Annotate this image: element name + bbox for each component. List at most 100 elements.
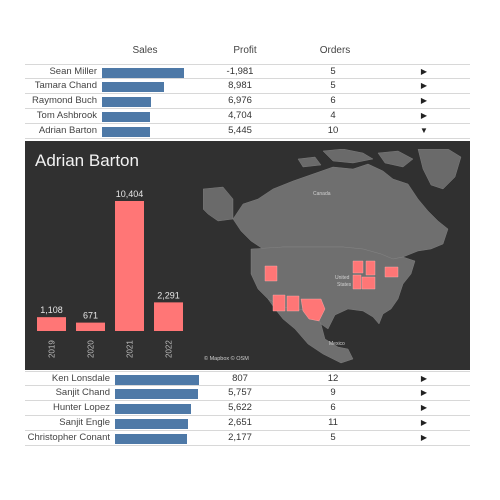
profit-value: 4,704 — [228, 110, 252, 121]
detail-title: Adrian Barton — [35, 151, 139, 170]
orders-value: 4 — [330, 110, 336, 121]
state-michigan[interactable] — [365, 260, 376, 276]
expand-icon[interactable]: ▶ — [420, 111, 428, 120]
map-label-mexico: Mexico — [329, 341, 345, 347]
highlighted-states — [264, 260, 399, 322]
orders-value: 10 — [327, 125, 339, 136]
year-tick-label: 2020 — [87, 340, 96, 358]
profit-value: -1,981 — [226, 66, 254, 77]
customer-detail-panel: Adrian Barton 1,108 2019 671 2020 10,404 2021… — [25, 141, 470, 370]
orders-value: 5 — [330, 66, 336, 77]
map-arctic-islands — [297, 149, 414, 168]
sales-bar[interactable] — [102, 112, 151, 122]
orders-value: 5 — [330, 432, 336, 443]
table-row[interactable]: Tom Ashbrook 4,704 4 ▶ — [25, 109, 470, 124]
state-new-york[interactable] — [384, 266, 399, 278]
sales-bar[interactable] — [102, 68, 184, 78]
year-tick-label: 2022 — [165, 340, 174, 358]
bar-2021[interactable] — [115, 201, 144, 331]
customer-name: Sanjit Engle — [59, 417, 110, 428]
bar-value-label: 671 — [83, 311, 98, 321]
customer-name: Sanjit Chand — [55, 387, 110, 398]
bar-2022[interactable] — [154, 302, 183, 331]
expand-icon[interactable]: ▶ — [420, 96, 428, 105]
profit-value: 2,651 — [228, 417, 252, 428]
orders-value: 11 — [328, 417, 338, 428]
sales-bar[interactable] — [102, 82, 165, 92]
sales-bar[interactable] — [115, 419, 189, 429]
expand-icon[interactable]: ▶ — [420, 374, 428, 383]
expand-icon[interactable]: ▶ — [420, 388, 428, 397]
table-row[interactable]: Raymond Buch 6,976 6 ▶ — [25, 94, 470, 109]
table-row[interactable]: Hunter Lopez 5,622 6 ▶ — [25, 401, 470, 416]
customer-name: Tom Ashbrook — [36, 110, 97, 121]
year-tick-label: 2019 — [48, 340, 57, 358]
expand-icon[interactable]: ▶ — [420, 67, 428, 76]
customer-name: Sean Miller — [49, 66, 97, 77]
profit-header[interactable]: Profit — [233, 45, 257, 56]
bar-2020[interactable] — [76, 322, 105, 331]
sales-bar[interactable] — [115, 404, 191, 414]
map-greenland — [417, 149, 462, 190]
orders-value: 9 — [330, 387, 336, 398]
customer-name: Tamara Chand — [34, 80, 97, 91]
customer-name: Raymond Buch — [32, 95, 97, 106]
state-illinois[interactable] — [352, 274, 362, 290]
sales-bar[interactable] — [102, 97, 152, 107]
bar-value-label: 1,108 — [40, 305, 63, 315]
orders-value: 6 — [330, 402, 336, 413]
state-wisconsin[interactable] — [352, 260, 364, 274]
expand-icon[interactable]: ▶ — [420, 418, 428, 427]
sales-bar[interactable] — [115, 434, 188, 444]
profit-value: 2,177 — [228, 432, 252, 443]
bar-value-label: 10,404 — [116, 189, 144, 199]
map-united-states — [250, 246, 416, 330]
map-alaska — [203, 186, 234, 222]
state-utah[interactable] — [264, 265, 278, 282]
map-canada — [232, 163, 449, 260]
state-indiana-ohio[interactable] — [361, 276, 376, 290]
top-customers-table: Sean Miller -1,981 5 ▶ Tamara Chand 8,981 5 ▶ Ra… — [25, 64, 470, 139]
year-tick-label: 2021 — [126, 340, 135, 358]
table-row[interactable]: Sanjit Chand 5,757 9 ▶ — [25, 386, 470, 401]
profit-value: 8,981 — [228, 80, 252, 91]
map-label-canada: Canada — [313, 191, 331, 197]
profit-value: 6,976 — [228, 95, 252, 106]
expand-icon[interactable]: ▶ — [420, 403, 428, 412]
orders-value: 12 — [327, 373, 339, 384]
other-customers-table: Ken Lonsdale 807 12 ▶ Sanjit Chand 5,757 9 ▶ Hun… — [25, 371, 470, 446]
state-texas[interactable] — [300, 298, 326, 322]
orders-value: 5 — [330, 80, 336, 91]
sales-header[interactable]: Sales — [132, 45, 158, 56]
table-row[interactable]: Tamara Chand 8,981 5 ▶ — [25, 79, 470, 94]
expand-icon[interactable]: ▶ — [420, 433, 428, 442]
profit-value: 5,622 — [228, 402, 252, 413]
table-row[interactable]: Ken Lonsdale 807 12 ▶ — [25, 371, 470, 386]
sales-map[interactable]: Canada United States Mexico — [203, 149, 465, 367]
bar-value-label: 2,291 — [157, 290, 180, 300]
state-new-mexico[interactable] — [286, 295, 300, 312]
sales-bar[interactable] — [102, 127, 150, 137]
sales-bar[interactable] — [115, 389, 198, 399]
collapse-icon[interactable]: ▼ — [420, 126, 428, 135]
map-label-states: States — [337, 282, 352, 288]
map-label-united: United — [335, 275, 350, 281]
orders-header[interactable]: Orders — [319, 45, 351, 56]
profit-value: 5,445 — [228, 125, 252, 136]
table-row[interactable]: Sanjit Engle 2,651 11 ▶ — [25, 416, 470, 431]
profit-value: 807 — [232, 373, 248, 384]
profit-value: 5,757 — [228, 387, 252, 398]
yearly-sales-chart: 1,108 2019 671 2020 10,404 2021 2,291 2022 — [37, 189, 183, 358]
column-header: Sales Profit Orders — [0, 45, 500, 61]
orders-value: 6 — [330, 95, 336, 106]
sales-bar[interactable] — [115, 375, 200, 385]
bar-2019[interactable] — [37, 317, 66, 331]
table-row[interactable]: Sean Miller -1,981 5 ▶ — [25, 64, 470, 79]
customer-name: Christopher Conant — [27, 432, 110, 443]
table-row[interactable]: Adrian Barton 5,445 10 ▼ — [25, 124, 470, 139]
table-row[interactable]: Christopher Conant 2,177 5 ▶ — [25, 431, 470, 446]
expand-icon[interactable]: ▶ — [420, 81, 428, 90]
state-arizona[interactable] — [272, 294, 286, 312]
customer-name: Hunter Lopez — [52, 402, 110, 413]
map-credit[interactable]: © Mapbox © OSM — [204, 356, 249, 362]
